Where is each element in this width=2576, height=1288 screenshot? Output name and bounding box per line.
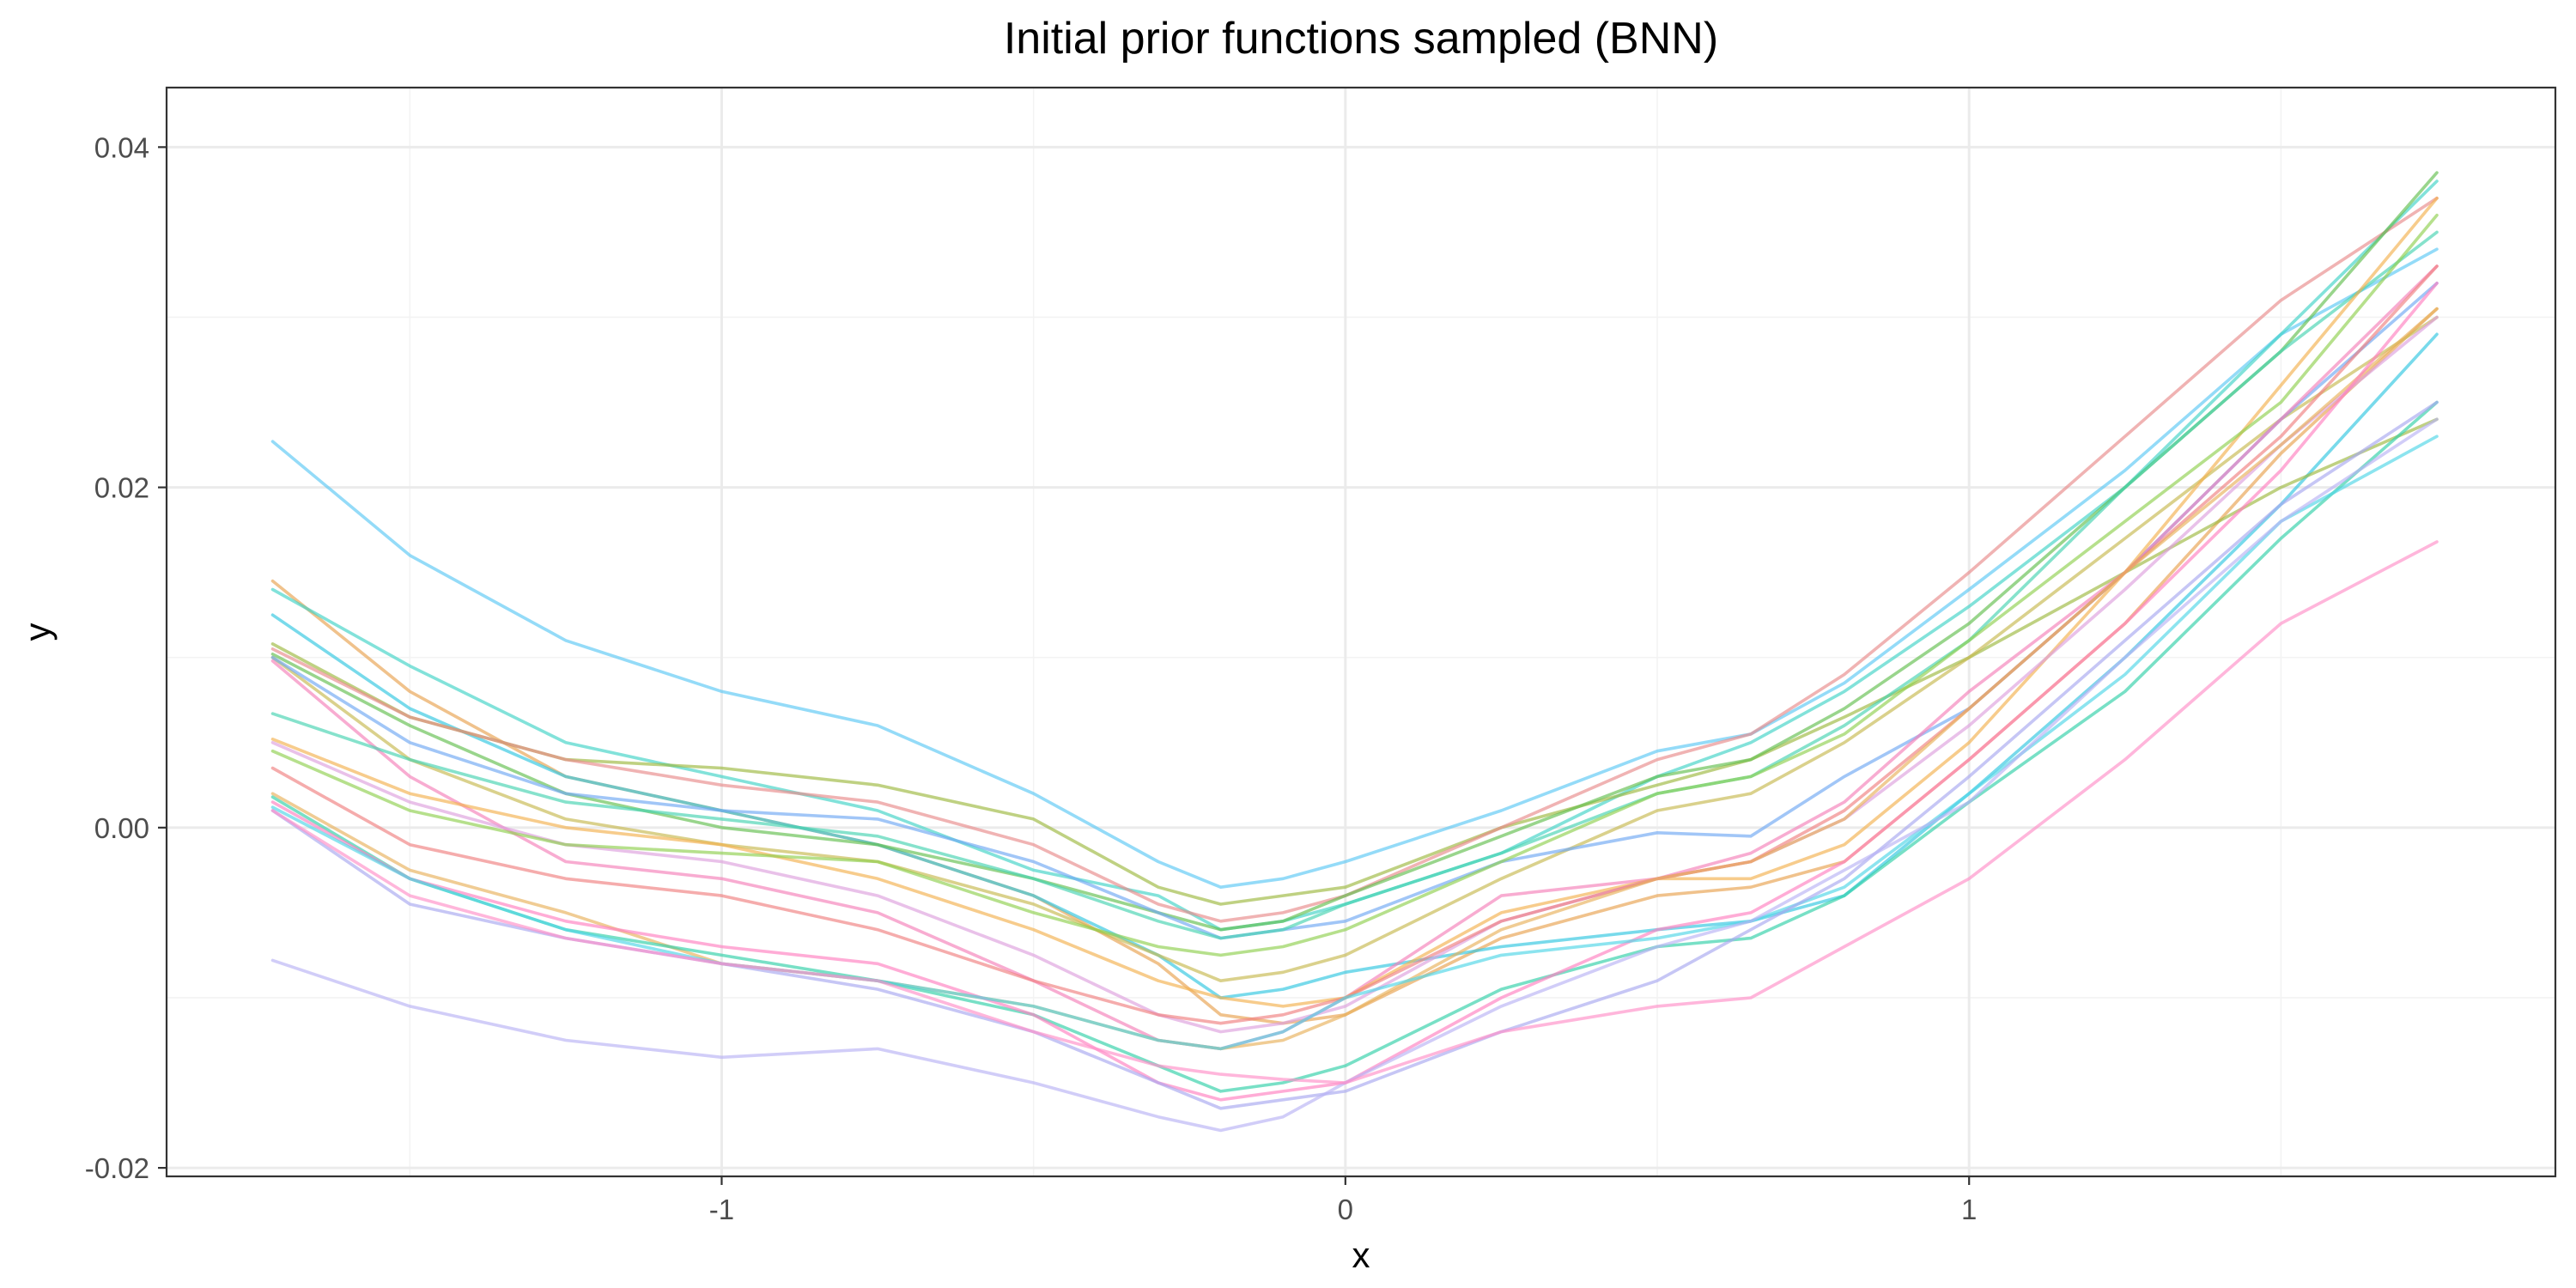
series-line-11 (270, 230, 2439, 940)
series-line-4 (270, 332, 2439, 999)
series-line-7 (270, 171, 2439, 932)
series-line-18 (270, 281, 2439, 1102)
series-lines (270, 171, 2439, 1133)
x-axis: -1 0 1 (709, 1176, 1977, 1225)
series-line-22 (270, 540, 2439, 1084)
x-tick-label: 1 (1961, 1194, 1977, 1225)
x-axis-title: x (1352, 1235, 1370, 1275)
y-tick-label: 0.00 (94, 812, 149, 844)
x-tick-label: -1 (709, 1194, 734, 1225)
y-axis-title: y (17, 623, 58, 641)
series-line-1 (270, 247, 2439, 889)
plot-panel-background (167, 88, 2555, 1176)
y-axis: -0.02 0.00 0.02 0.04 (85, 131, 167, 1184)
series-line-12 (270, 197, 2439, 1008)
x-tick-label: 0 (1338, 1194, 1353, 1225)
series-line-6 (270, 197, 2439, 923)
series-line-14 (270, 213, 2439, 957)
series-line-17 (270, 400, 2439, 1093)
series-line-21 (270, 417, 2439, 1133)
series-line-3 (270, 179, 2439, 932)
y-tick-label: -0.02 (85, 1152, 149, 1184)
y-tick-label: 0.04 (94, 131, 149, 163)
plot-panel-border (165, 86, 2557, 1178)
chart-title: Initial prior functions sampled (BNN) (1004, 14, 1718, 64)
series-line-5 (270, 417, 2439, 906)
series-line-16 (270, 307, 2439, 1051)
y-tick-label: 0.02 (94, 472, 149, 504)
